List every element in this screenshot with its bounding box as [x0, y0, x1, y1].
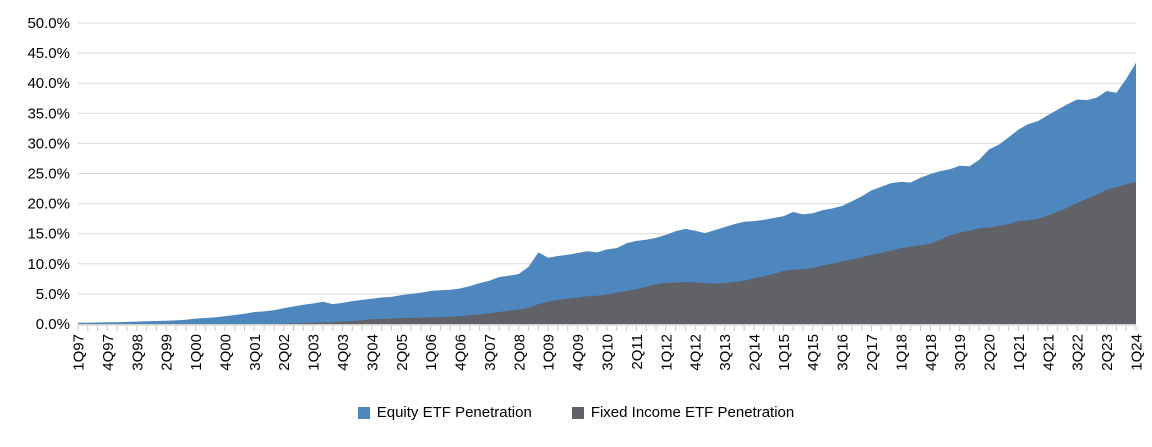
x-axis-label: 2Q08 [511, 334, 528, 371]
x-axis-label: 1Q15 [776, 334, 793, 371]
y-axis-label: 15.0% [27, 226, 70, 243]
legend-item-equity: Equity ETF Penetration [357, 404, 532, 421]
x-axis-label: 3Q07 [482, 334, 499, 371]
y-axis-label: 30.0% [27, 135, 70, 152]
x-axis-label: 2Q99 [159, 334, 176, 371]
x-axis-label: 4Q00 [217, 334, 234, 371]
x-axis-label: 4Q12 [688, 334, 705, 371]
x-axis-label: 2Q02 [276, 334, 293, 371]
x-axis-label: 1Q00 [188, 334, 205, 371]
x-axis-label: 1Q12 [658, 334, 675, 371]
x-axis-label: 1Q18 [893, 334, 910, 371]
legend: Equity ETF Penetration Fixed Income ETF … [0, 404, 1152, 421]
x-axis-label: 3Q01 [247, 334, 264, 371]
x-axis-label: 3Q10 [600, 334, 617, 371]
legend-label-fixed-income: Fixed Income ETF Penetration [590, 404, 795, 421]
x-axis-label: 3Q19 [952, 334, 969, 371]
x-axis-label: 4Q18 [923, 334, 940, 371]
y-axis-label: 50.0% [27, 15, 70, 32]
x-axis-label: 1Q09 [541, 334, 558, 371]
y-axis-label: 40.0% [27, 75, 70, 92]
x-axis-label: 4Q03 [335, 334, 352, 371]
y-axis-label: 10.0% [27, 256, 70, 273]
x-axis-label: 3Q98 [129, 334, 146, 371]
x-axis-label: 1Q03 [306, 334, 323, 371]
legend-swatch-fixed-income-icon [571, 406, 584, 419]
y-axis-label: 35.0% [27, 105, 70, 122]
x-axis-label: 2Q14 [746, 334, 763, 371]
legend-label-equity: Equity ETF Penetration [376, 404, 532, 421]
y-axis-label: 20.0% [27, 196, 70, 213]
y-axis-label: 45.0% [27, 45, 70, 62]
x-axis-label: 2Q20 [982, 334, 999, 371]
x-axis-label: 1Q24 [1129, 334, 1146, 371]
x-axis-label: 3Q22 [1070, 334, 1087, 371]
x-axis-label: 2Q17 [864, 334, 881, 371]
y-axis-label: 0.0% [36, 316, 70, 333]
x-axis-label: 3Q04 [364, 334, 381, 371]
x-axis-label: 2Q05 [394, 334, 411, 371]
legend-item-fixed-income: Fixed Income ETF Penetration [571, 404, 795, 421]
x-axis-label: 4Q21 [1040, 334, 1057, 371]
x-axis-label: 4Q06 [453, 334, 470, 371]
x-axis-label: 4Q97 [100, 334, 117, 371]
x-axis-label: 3Q13 [717, 334, 734, 371]
y-axis-label: 5.0% [36, 286, 70, 303]
y-axis-label: 25.0% [27, 166, 70, 183]
x-axis-label: 3Q16 [835, 334, 852, 371]
fixed-income-area [78, 181, 1136, 324]
x-axis-label: 2Q11 [629, 334, 646, 370]
x-axis-label: 4Q09 [570, 334, 587, 371]
x-axis-label: 1Q97 [71, 334, 88, 371]
legend-swatch-equity-icon [357, 406, 370, 419]
x-axis-label: 4Q15 [805, 334, 822, 371]
x-axis-label: 2Q23 [1099, 334, 1116, 371]
x-axis-label: 1Q06 [423, 334, 440, 371]
x-axis-label: 1Q21 [1011, 334, 1028, 371]
